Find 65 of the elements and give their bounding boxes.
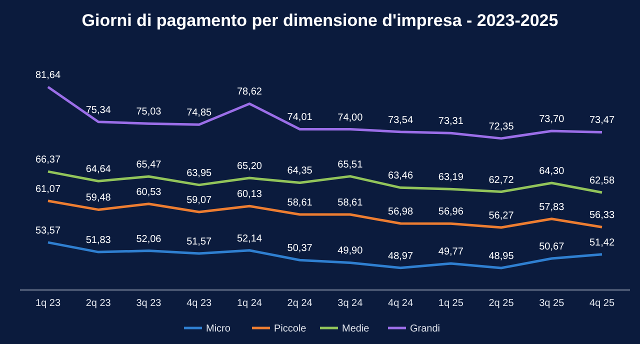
data-label: 64,64	[86, 164, 112, 176]
legend-label: Micro	[206, 324, 231, 334]
data-label: 59,07	[186, 194, 212, 206]
data-label: 74,85	[186, 108, 212, 119]
x-tick-label: 3q 24	[338, 298, 364, 309]
data-label: 50,37	[287, 243, 313, 254]
data-label: 60,13	[236, 189, 262, 200]
data-label: 66,37	[35, 154, 61, 166]
data-label: 51,42	[589, 237, 615, 248]
data-label: 65,47	[136, 160, 162, 171]
data-label: 52,06	[136, 234, 162, 245]
data-label: 58,61	[287, 198, 313, 209]
data-label: 51,57	[186, 236, 212, 248]
data-label: 74,00	[338, 112, 364, 124]
data-label: 49,90	[338, 246, 364, 257]
data-label: 63,95	[186, 168, 212, 179]
data-label: 51,83	[86, 235, 112, 246]
x-tick-label: 4q 25	[589, 298, 615, 309]
x-tick-label: 2q 24	[287, 298, 313, 309]
data-label: 81,64	[35, 70, 61, 81]
x-tick-label: 1q 25	[438, 298, 464, 309]
data-label: 57,83	[539, 202, 565, 213]
legend-label: Medie	[342, 324, 370, 334]
data-label: 60,53	[136, 186, 162, 198]
data-label: 65,51	[338, 159, 364, 170]
data-label: 75,03	[136, 106, 162, 118]
x-tick-label: 3q 23	[136, 298, 162, 309]
data-label: 53,57	[35, 225, 61, 236]
x-tick-label: 2q 25	[488, 298, 514, 309]
data-label: 64,30	[539, 166, 565, 178]
data-label: 50,67	[539, 241, 565, 252]
data-label: 63,19	[438, 172, 464, 184]
data-label: 62,72	[488, 174, 514, 186]
legend-label: Piccole	[274, 324, 307, 334]
x-tick-label: 4q 23	[186, 298, 212, 309]
data-label: 61,07	[35, 184, 61, 195]
data-label: 74,01	[287, 112, 313, 124]
data-label: 49,77	[438, 246, 464, 258]
data-label: 78,62	[236, 86, 262, 98]
x-tick-label: 4q 24	[388, 298, 414, 309]
chart-title: Giorni di pagamento per dimensione d'impresa - 2023-2025	[82, 11, 558, 30]
data-label: 63,46	[388, 170, 414, 182]
data-label: 56,96	[438, 206, 464, 218]
data-label: 56,98	[388, 206, 414, 218]
data-label: 56,27	[488, 210, 514, 222]
data-label: 73,70	[539, 114, 565, 125]
x-tick-label: 2q 23	[86, 298, 112, 309]
legend-label: Grandi	[410, 324, 440, 334]
data-label: 59,48	[86, 192, 112, 204]
x-tick-label: 1q 23	[35, 298, 61, 309]
data-label: 64,35	[287, 166, 313, 177]
data-label: 52,14	[236, 233, 262, 244]
data-label: 75,34	[86, 104, 112, 116]
data-label: 62,58	[589, 176, 615, 187]
data-label: 73,54	[388, 114, 414, 126]
data-label: 58,61	[338, 198, 364, 209]
data-label: 56,33	[589, 210, 615, 222]
data-label: 73,47	[589, 115, 615, 126]
data-label: 65,20	[236, 161, 262, 172]
data-label: 48,95	[488, 251, 514, 262]
data-label: 73,31	[438, 116, 464, 128]
data-label: 72,35	[488, 121, 514, 132]
data-label: 48,97	[388, 250, 414, 262]
x-tick-label: 1q 24	[236, 298, 262, 309]
x-tick-label: 3q 25	[539, 298, 565, 309]
